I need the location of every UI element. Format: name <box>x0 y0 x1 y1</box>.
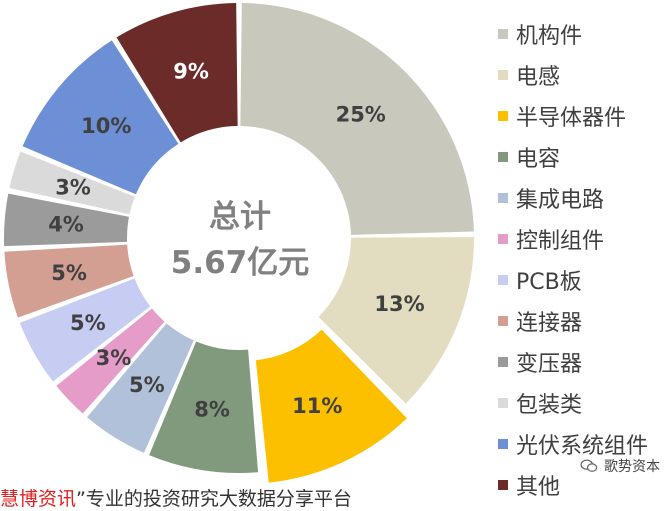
pie-slice <box>86 323 194 453</box>
legend-swatch <box>498 439 508 449</box>
legend-label: 电感 <box>516 65 561 90</box>
slice-label: 10% <box>81 114 131 138</box>
legend-swatch <box>498 234 508 244</box>
pie-slice <box>19 278 151 382</box>
legend-label: 包装类 <box>516 393 583 418</box>
legend-item: 半导体器件 <box>498 101 626 131</box>
pie-slice <box>116 3 238 143</box>
center-label-title: 总计 <box>209 199 271 235</box>
legend-swatch <box>498 152 508 162</box>
legend-label: PCB板 <box>516 270 582 295</box>
pie-slice <box>9 151 135 215</box>
footer-text: 慧博资讯”专业的投资研究大数据分享平台 <box>0 484 352 511</box>
legend-label: 光伏系统组件 <box>516 434 649 459</box>
legend-swatch <box>498 111 508 121</box>
watermark-text: 歌势资本 <box>604 459 660 475</box>
legend-swatch <box>498 193 508 203</box>
legend-swatch <box>498 70 508 80</box>
legend-item: 机构件 <box>498 19 582 49</box>
pie-slice <box>4 193 130 247</box>
slice-label: 13% <box>374 292 424 316</box>
slice-label: 5% <box>129 373 165 397</box>
slice-label: 5% <box>51 261 87 285</box>
legend-item: 电容 <box>498 142 560 172</box>
slice-label: 4% <box>48 213 84 237</box>
legend-label: 控制组件 <box>516 229 605 254</box>
pie-slice <box>56 308 165 414</box>
legend-item: 集成电路 <box>498 183 604 213</box>
legend-item: 包装类 <box>498 388 582 418</box>
legend-label: 半导体器件 <box>516 106 627 131</box>
legend-item: 控制组件 <box>498 224 604 254</box>
legend-swatch <box>498 275 508 285</box>
legend-item: PCB板 <box>498 265 582 295</box>
legend-label: 连接器 <box>516 311 583 336</box>
pie-slice <box>22 40 179 195</box>
watermark: 歌势资本 <box>580 456 660 476</box>
footer-description: ”专业的投资研究大数据分享平台 <box>76 488 352 510</box>
legend-swatch <box>498 316 508 326</box>
legend-item: 电感 <box>498 60 560 90</box>
slice-label: 3% <box>55 175 91 199</box>
wechat-icon <box>580 459 598 472</box>
legend-swatch <box>498 29 508 39</box>
slice-label: 8% <box>194 397 230 421</box>
pie-slice <box>149 341 259 473</box>
donut-chart: 25% 13% 11% 8% 5% 3% 5% 5% 4% 3% 10% 9% <box>4 3 474 483</box>
footer-brand: 慧博资讯 <box>0 488 77 510</box>
slice-label: 25% <box>336 102 386 126</box>
legend-label: 变压器 <box>516 352 583 377</box>
legend-label: 电容 <box>516 147 561 172</box>
slice-label: 3% <box>96 346 132 370</box>
pie-slice <box>255 329 407 483</box>
pie-slice <box>318 237 474 404</box>
legend-label: 集成电路 <box>516 188 605 213</box>
legend-swatch <box>498 398 508 408</box>
legend-item: 变压器 <box>498 347 582 377</box>
legend-item: 光伏系统组件 <box>498 429 648 459</box>
slice-label: 9% <box>173 59 209 83</box>
center-label-total: 5.67亿元 <box>170 245 310 281</box>
slice-label: 11% <box>292 394 342 418</box>
legend-item: 连接器 <box>498 306 582 336</box>
legend-label: 其他 <box>516 475 561 500</box>
legend-item: 其他 <box>498 470 560 500</box>
pie-slice <box>240 3 474 235</box>
legend-swatch <box>498 357 508 367</box>
pie-slice <box>4 244 134 318</box>
legend-label: 机构件 <box>516 24 583 49</box>
legend-swatch <box>498 480 508 490</box>
slice-label: 5% <box>70 311 106 335</box>
